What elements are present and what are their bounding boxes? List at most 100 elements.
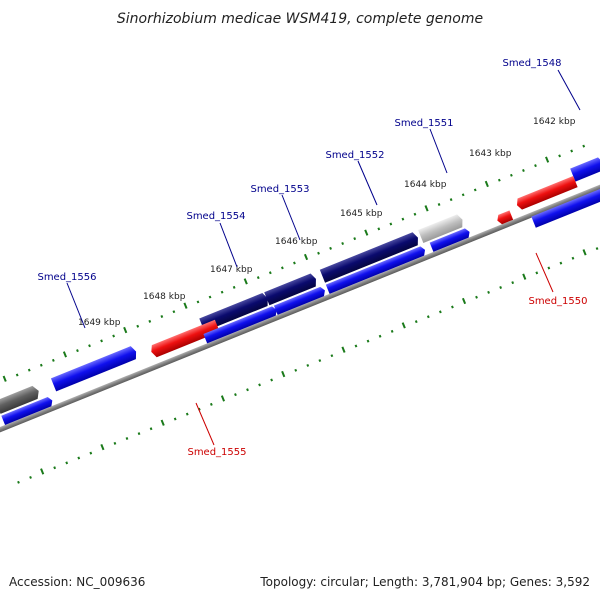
inner-tick	[29, 475, 32, 479]
scale-tick	[401, 217, 405, 221]
gene-label-smed-1554[interactable]: Smed_1554	[186, 211, 245, 222]
scale-tick	[51, 358, 55, 362]
cds-feature-gray[interactable]	[0, 384, 41, 414]
scale-tick	[148, 319, 152, 323]
inner-tick	[571, 256, 575, 260]
inner-tick	[270, 378, 273, 382]
scale-tick	[377, 227, 381, 231]
inner-tick	[461, 297, 467, 305]
cds-feature-smed-1551[interactable]	[418, 213, 465, 244]
scale-tick	[62, 351, 68, 358]
scale-tick	[437, 203, 441, 207]
inner-tick	[366, 339, 370, 343]
gene-label-smed-1556[interactable]: Smed_1556	[37, 272, 96, 283]
cds-feature-smed-1550[interactable]	[515, 176, 578, 211]
scale-tick	[413, 212, 417, 216]
scale-tick	[76, 349, 79, 353]
inner-tick	[414, 320, 418, 324]
scale-tick	[100, 339, 103, 343]
leader-line-smed-1556	[66, 282, 86, 329]
scale-tick	[280, 266, 284, 270]
inner-tick	[234, 393, 237, 397]
scale-tick	[256, 276, 260, 280]
inner-tick	[341, 346, 346, 353]
inner-tick	[40, 468, 45, 475]
scale-tick	[510, 173, 513, 177]
cds-feature-small-red[interactable]	[495, 210, 514, 225]
leader-line-smed-1548	[557, 69, 581, 111]
scale-tick	[293, 261, 296, 265]
gene-label-smed-1551[interactable]: Smed_1551	[394, 118, 453, 129]
inner-tick	[258, 383, 261, 387]
scale-tick	[461, 193, 465, 197]
scale-tick	[449, 198, 453, 202]
gene-label-smed-1552[interactable]: Smed_1552	[325, 150, 384, 161]
inner-tick	[535, 271, 539, 275]
gene-labels: Smed_1548 Smed_1551 Smed_1552 Smed_1553 …	[37, 58, 587, 458]
cds-feature-smed-1554[interactable]	[199, 292, 270, 332]
cds-feature-smed-1552[interactable]	[319, 231, 421, 283]
inner-tick	[522, 273, 527, 280]
cds-feature-smed-1553[interactable]	[264, 272, 318, 306]
leader-line-smed-1552	[357, 160, 378, 206]
inner-tick	[113, 441, 117, 445]
scale-tick	[112, 334, 116, 338]
inner-tick	[582, 249, 587, 256]
scale-tick-label: 1648 kbp	[143, 292, 186, 302]
topology-stats-text: Topology: circular; Length: 3,781,904 bp…	[259, 575, 590, 589]
cds-feature-smed-1548[interactable]	[570, 156, 600, 182]
cds-feature-smed-1555[interactable]	[149, 319, 220, 359]
scale-tick	[558, 154, 561, 158]
gene-label-smed-1553[interactable]: Smed_1553	[250, 184, 309, 195]
inner-tick	[306, 363, 310, 367]
leader-line-smed-1555	[195, 402, 215, 446]
inner-tick	[209, 402, 213, 406]
leader-line-smed-1550	[535, 252, 554, 293]
cds-feature-blue[interactable]	[273, 286, 327, 315]
scale-tick	[582, 144, 586, 148]
scale-tick	[208, 295, 212, 299]
scale-tick-label: 1645 kbp	[340, 209, 383, 219]
inner-tick	[547, 266, 551, 270]
scale-tick	[353, 237, 357, 241]
scale-tick	[522, 168, 525, 172]
scale-tick-labels: 1649 kbp 1648 kbp 1647 kbp 1646 kbp 1645…	[78, 117, 576, 328]
inner-tick	[499, 286, 503, 290]
map-title: Sinorhizobium medicae WSM419, complete g…	[117, 11, 483, 27]
scale-tick	[534, 164, 537, 168]
inner-tick	[487, 290, 490, 294]
cds-feature-blue[interactable]	[531, 188, 600, 228]
leader-line-smed-1553	[281, 194, 301, 241]
cds-feature-blue[interactable]	[203, 305, 278, 344]
cds-feature-blue[interactable]	[325, 245, 427, 294]
inner-tick	[65, 461, 69, 465]
scale-tick	[123, 326, 128, 334]
gene-leader-lines	[66, 69, 581, 446]
inner-tick	[137, 432, 141, 436]
inner-tick	[294, 368, 298, 372]
inner-tick	[160, 419, 165, 426]
cds-feature-blue[interactable]	[1, 396, 54, 425]
scale-tick	[220, 290, 224, 294]
scale-tick-label: 1649 kbp	[78, 318, 121, 328]
genome-backbone	[0, 170, 600, 445]
cds-feature-blue[interactable]	[429, 227, 472, 252]
scale-tick	[497, 178, 501, 182]
gene-label-smed-1550[interactable]: Smed_1550	[528, 296, 587, 307]
inner-tick	[438, 310, 442, 314]
inner-tick	[100, 443, 105, 451]
gene-label-smed-1555[interactable]: Smed_1555	[187, 447, 246, 458]
inner-tick	[354, 344, 358, 348]
scale-tick	[160, 315, 164, 319]
inner-tick	[53, 466, 57, 470]
scale-tick	[424, 205, 429, 212]
leader-line-smed-1551	[429, 128, 448, 174]
gene-label-smed-1548[interactable]: Smed_1548	[502, 58, 561, 69]
inner-tick	[173, 417, 177, 421]
inner-tick	[475, 295, 478, 299]
cds-feature-blue[interactable]	[50, 345, 139, 392]
inner-tick	[220, 395, 226, 402]
inner-tick	[559, 261, 563, 265]
